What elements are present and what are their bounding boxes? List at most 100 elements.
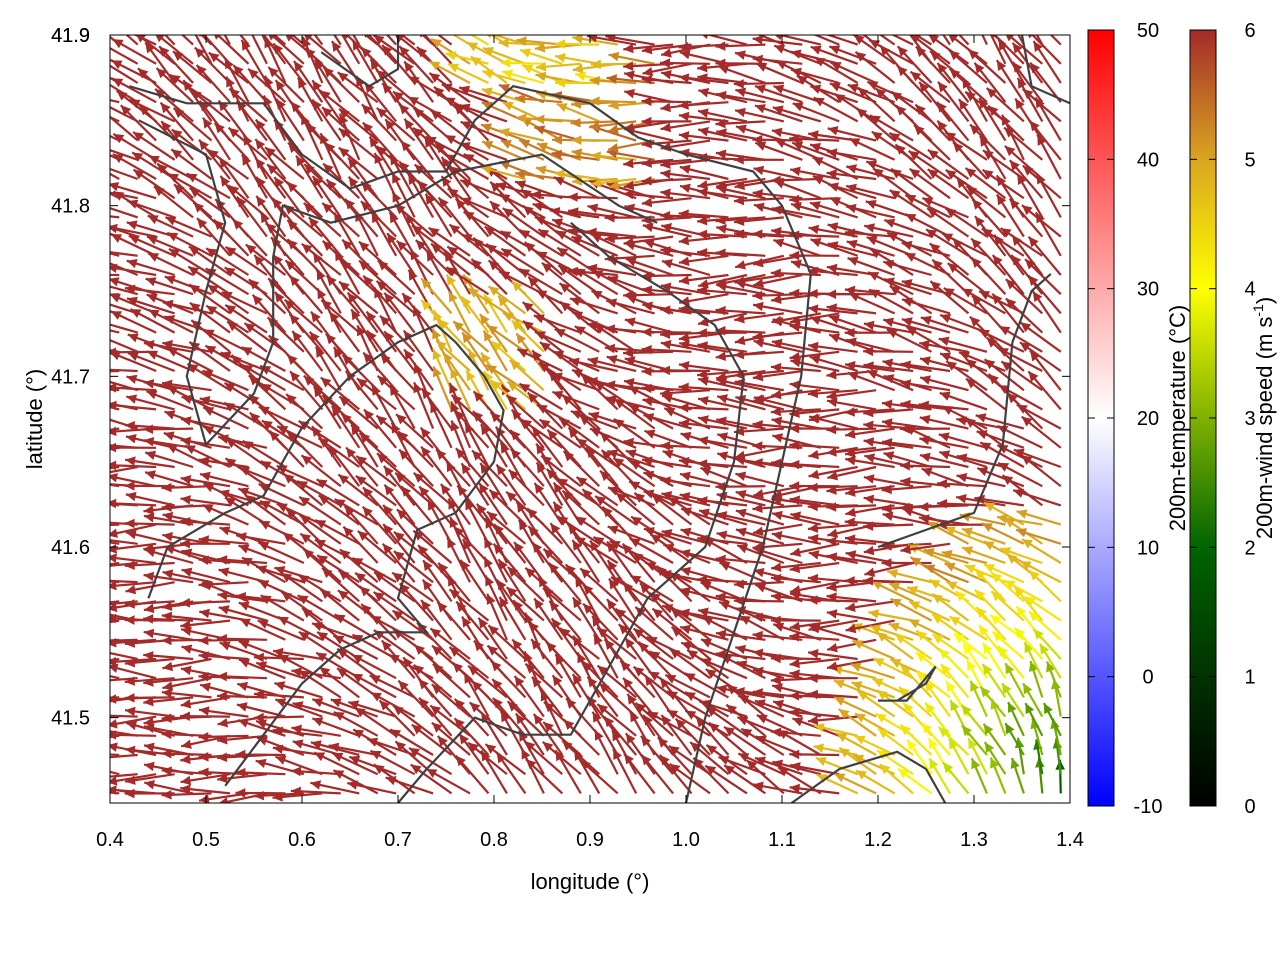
- wind-arrow: [288, 274, 324, 315]
- wind-arrow: [678, 419, 729, 430]
- wind-arrow: [897, 767, 933, 795]
- wind-arrow: [869, 624, 914, 641]
- wind-arrow: [551, 372, 600, 392]
- wind-arrow: [563, 718, 601, 756]
- wind-arrow: [333, 35, 342, 46]
- wind-arrow: [983, 358, 1025, 392]
- wind-arrow: [696, 575, 747, 585]
- wind-arrow: [844, 427, 895, 439]
- wind-arrow: [393, 531, 434, 564]
- wind-arrow: [362, 121, 397, 161]
- wind-arrow: [551, 149, 600, 161]
- wind-arrow: [376, 107, 416, 142]
- wind-arrow: [565, 697, 601, 737]
- wind-arrow: [311, 175, 342, 219]
- wind-arrow: [924, 680, 951, 718]
- wind-arrow: [445, 274, 471, 314]
- wind-arrow: [965, 377, 1007, 411]
- wind-arrow: [594, 495, 637, 526]
- wind-arrow: [137, 67, 176, 104]
- wind-arrow: [827, 241, 877, 257]
- wind-arrow: [826, 169, 877, 181]
- wind-arrow: [110, 523, 120, 527]
- wind-arrow: [401, 292, 434, 334]
- wind-arrow: [881, 438, 932, 449]
- wind-arrow: [325, 274, 361, 315]
- wind-arrow: [180, 773, 231, 786]
- wind-arrow: [592, 535, 637, 564]
- wind-arrow: [502, 207, 545, 238]
- wind-arrow: [883, 218, 932, 238]
- wind-arrow: [362, 486, 397, 526]
- wind-arrow: [411, 224, 453, 257]
- wind-arrow: [929, 242, 970, 276]
- wind-arrow: [330, 698, 379, 718]
- wind-arrow: [872, 167, 914, 200]
- wind-arrow: [296, 480, 342, 507]
- wind-arrow: [524, 662, 564, 699]
- wind-arrow: [341, 35, 361, 65]
- wind-arrow: [487, 285, 527, 315]
- wind-arrow: [311, 622, 360, 641]
- wind-arrow: [282, 531, 323, 564]
- wind-arrow: [509, 448, 545, 487]
- wind-arrow: [224, 245, 268, 276]
- wind-arrow: [272, 35, 287, 46]
- wind-arrow: [345, 446, 379, 487]
- wind-arrow: [1027, 235, 1062, 276]
- wind-arrow: [624, 317, 674, 334]
- wind-arrow: [679, 624, 729, 641]
- wind-arrow: [110, 252, 120, 257]
- x-tick-label: 0.7: [384, 829, 412, 851]
- colorbar-tick-label: -10: [1134, 796, 1163, 818]
- wind-arrow: [756, 714, 803, 737]
- wind-arrow: [715, 629, 766, 641]
- wind-arrow: [810, 45, 859, 65]
- wind-arrow: [456, 484, 490, 526]
- wind-arrow: [143, 677, 194, 687]
- wind-arrow: [609, 540, 656, 564]
- wind-arrow: [754, 104, 803, 123]
- wind-arrow: [518, 228, 563, 257]
- wind-arrow: [661, 529, 711, 545]
- wind-arrow: [500, 247, 545, 276]
- wind-arrow: [526, 391, 564, 430]
- wind-arrow: [982, 723, 1007, 756]
- wind-arrow: [216, 555, 268, 565]
- wind-arrow: [202, 503, 249, 526]
- wind-arrow: [882, 317, 932, 334]
- wind-arrow: [403, 118, 434, 161]
- wind-arrow: [548, 600, 582, 641]
- wind-arrow: [110, 251, 138, 257]
- wind-arrow: [254, 118, 287, 161]
- wind-arrow: [1014, 97, 1044, 142]
- wind-arrow: [110, 223, 157, 238]
- wind-arrow: [203, 328, 249, 353]
- wind-arrow: [571, 135, 618, 145]
- wind-arrow: [412, 471, 453, 507]
- wind-arrow: [789, 408, 840, 418]
- wind-arrow: [629, 537, 674, 564]
- wind-arrow: [304, 35, 342, 65]
- colorbar-tick-label: 30: [1137, 279, 1159, 301]
- wind-arrow: [981, 35, 988, 46]
- wind-arrow: [807, 341, 858, 353]
- wind-arrow: [995, 59, 1025, 103]
- wind-arrow: [948, 738, 970, 775]
- wind-arrow: [180, 784, 231, 795]
- wind-arrow: [978, 329, 1025, 353]
- wind-arrow: [541, 740, 582, 776]
- colorbar-tick-label: 4: [1244, 279, 1255, 301]
- wind-arrow: [900, 360, 951, 373]
- wind-arrow: [998, 325, 1043, 353]
- wind-arrow: [400, 140, 434, 180]
- wind-arrow: [338, 280, 379, 315]
- wind-arrow: [448, 382, 472, 430]
- wind-arrow: [715, 248, 766, 259]
- wind-arrow: [147, 214, 194, 238]
- wind-arrow: [534, 125, 582, 142]
- colorbar-tick-label: 2: [1244, 537, 1255, 559]
- wind-arrow: [535, 61, 581, 72]
- wind-arrow: [216, 691, 267, 701]
- wind-arrow: [285, 393, 324, 430]
